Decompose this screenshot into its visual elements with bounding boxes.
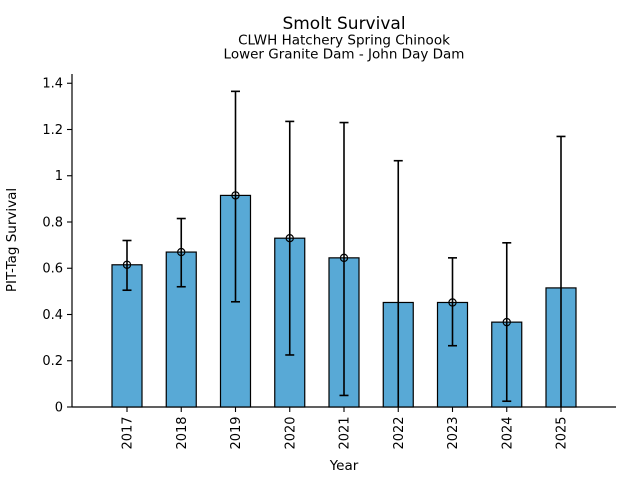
y-tick-label-0.6: 0.6 — [42, 262, 63, 277]
chart-subtitle-line2: Lower Granite Dam - John Day Dam — [224, 47, 465, 63]
y-tick-label-0.4: 0.4 — [42, 308, 63, 323]
x-tick-label-2017: 2017 — [121, 416, 136, 449]
y-tick-label-1.2: 1.2 — [42, 123, 63, 138]
y-tick-label-0.8: 0.8 — [42, 215, 63, 230]
point-marker-2019 — [231, 191, 240, 200]
x-tick-label-2023: 2023 — [446, 416, 461, 449]
y-axis-label: PIT-Tag Survival — [4, 188, 20, 292]
y-tick-label-1: 1 — [55, 169, 63, 184]
point-marker-2024 — [502, 317, 511, 327]
point-marker-2023 — [448, 298, 457, 307]
point-marker-2020 — [285, 233, 294, 243]
chart-subtitle-line1: CLWH Hatchery Spring Chinook — [238, 33, 450, 49]
point-marker-2021 — [339, 253, 349, 263]
x-tick-label-2020: 2020 — [283, 416, 298, 449]
x-tick-label-2022: 2022 — [392, 416, 407, 449]
x-tick-label-2024: 2024 — [500, 416, 515, 449]
x-tick-label-2025: 2025 — [555, 416, 570, 449]
point-marker-2018 — [177, 247, 186, 257]
y-tick-label-0.2: 0.2 — [42, 354, 63, 369]
point-marker-2017 — [122, 260, 132, 269]
x-tick-label-2019: 2019 — [229, 416, 244, 449]
plot-area: 0 0.2 0.4 0.6 0.8 1 1.2 1.4 2017 2018 2019 2020 2021… — [42, 74, 616, 450]
chart-title: Smolt Survival — [282, 14, 405, 34]
y-tick-label-1.4: 1.4 — [42, 77, 63, 92]
x-tick-label-2018: 2018 — [175, 416, 190, 449]
x-tick-label-2021: 2021 — [338, 416, 353, 449]
x-axis-label: Year — [329, 458, 359, 474]
y-tick-label-0: 0 — [55, 400, 63, 415]
